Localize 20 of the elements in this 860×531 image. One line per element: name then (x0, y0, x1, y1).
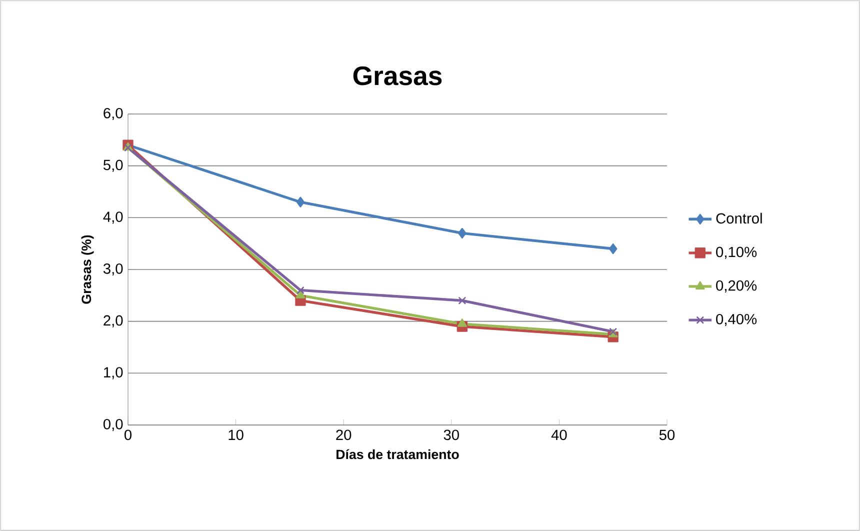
x-tick-label: 10 (228, 430, 244, 440)
x-tick-label: 30 (444, 430, 459, 440)
y-tick-label: 5,0 (103, 160, 123, 172)
legend-label: Control (716, 212, 762, 224)
x-tick-label: 0 (124, 430, 132, 440)
x-tick-label: 20 (336, 430, 352, 440)
legend-label: 0,10% (716, 246, 757, 259)
legend-label: 0,40% (716, 314, 757, 326)
x-tick-label: 40 (551, 430, 567, 440)
y-tick-label: 1,0 (104, 367, 123, 380)
x-tick-label: 50 (659, 430, 675, 440)
x-axis-title: Días de tratamiento (336, 449, 459, 460)
y-tick-label: 2,0 (104, 315, 123, 328)
legend-label: 0,20% (716, 280, 757, 292)
y-tick-label: 3,0 (103, 263, 123, 276)
y-axis-title: Grasas (%) (81, 235, 94, 304)
y-tick-label: 4,0 (103, 212, 123, 224)
y-tick-label: 6,0 (104, 108, 123, 120)
y-tick-label: 0,0 (103, 418, 123, 432)
chart-title: Grasas (353, 66, 442, 86)
